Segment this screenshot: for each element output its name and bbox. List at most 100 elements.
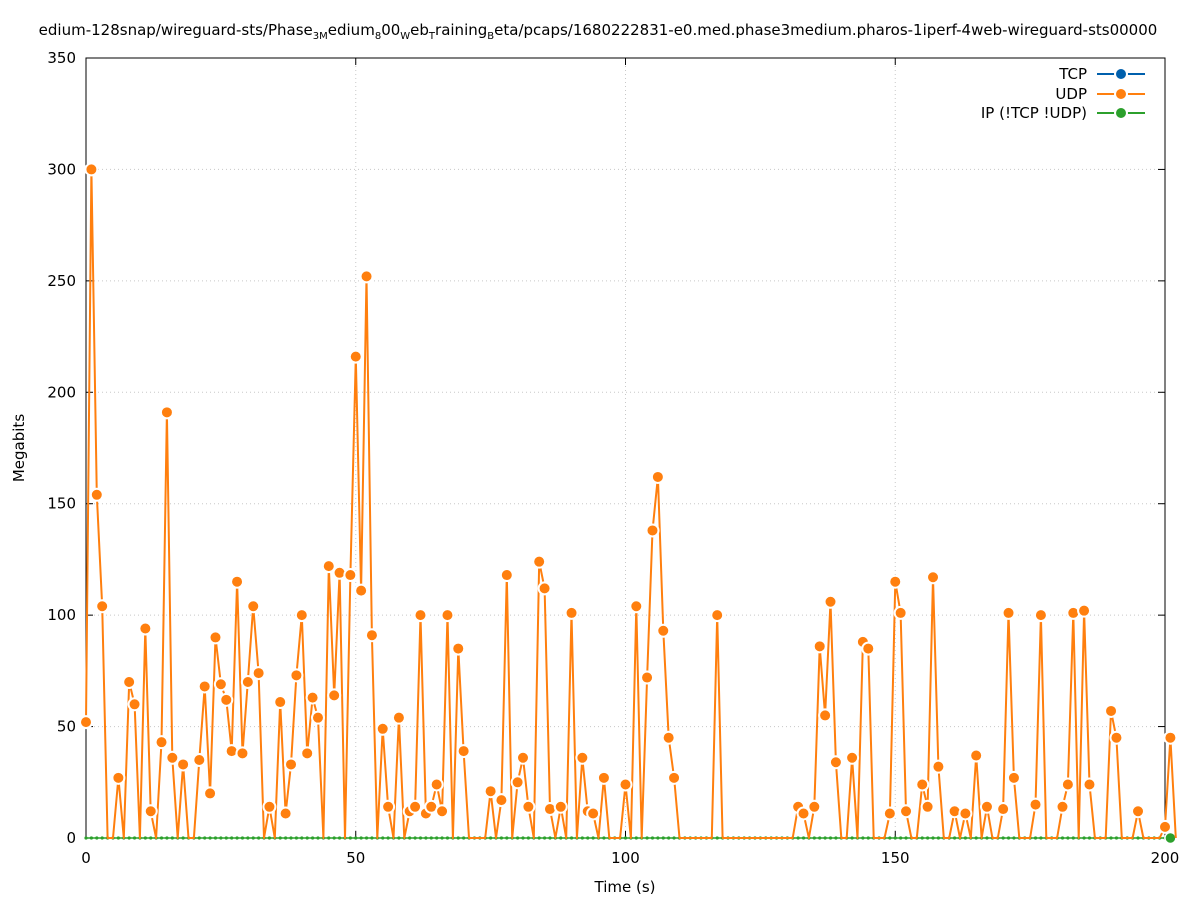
udp-point: [1082, 777, 1097, 792]
udp-series-line: [85, 168, 1177, 839]
ip-point: [348, 836, 352, 840]
ip-point: [170, 836, 174, 840]
ip-point: [828, 836, 833, 840]
x-axis-label: Time (s): [594, 878, 656, 896]
udp-point: [537, 581, 552, 596]
y-tick-label: 250: [47, 272, 76, 290]
ip-point: [1114, 836, 1119, 840]
ip-point-last: [1164, 831, 1177, 845]
title-part: W: [400, 31, 410, 42]
ip-point: [1012, 836, 1016, 840]
udp-point: [1033, 608, 1048, 623]
udp-point: [596, 770, 611, 785]
ip-point: [413, 836, 417, 840]
ip-point: [1082, 836, 1086, 840]
ip-point: [165, 836, 169, 840]
ip-point: [537, 836, 541, 840]
udp-point: [122, 675, 137, 689]
axis-ticks: 0 50 100 150 200 250 300 350 0 50 100 150 200: [47, 49, 1179, 867]
udp-point: [327, 688, 342, 703]
title-part: 00: [381, 21, 400, 39]
udp-point: [1131, 804, 1146, 819]
ip-point: [370, 836, 374, 840]
ip-point: [602, 836, 606, 840]
ip-point: [397, 836, 401, 840]
legend-label-2: IP (!TCP !UDP): [981, 104, 1087, 122]
ip-point: [1087, 836, 1092, 840]
udp-point: [273, 695, 288, 710]
ip-point: [899, 836, 903, 840]
udp-point: [278, 806, 293, 821]
ip-point: [715, 836, 719, 840]
udp-point: [246, 599, 261, 614]
ip-point: [974, 836, 978, 840]
udp-point: [203, 786, 218, 801]
udp-point: [1158, 819, 1172, 834]
udp-point: [111, 770, 126, 785]
ip-point: [224, 836, 228, 840]
title-part: T: [428, 31, 436, 42]
series-layer: [79, 162, 1178, 845]
ip-point: [801, 836, 806, 840]
ip-point: [1033, 836, 1038, 840]
udp-point: [818, 708, 833, 723]
udp-point: [553, 799, 568, 814]
ip-point: [931, 836, 935, 840]
ip-point: [257, 836, 261, 840]
title-part: edium: [328, 21, 375, 39]
ip-point: [952, 836, 957, 840]
ip-point: [1001, 836, 1005, 840]
udp-point: [138, 621, 153, 636]
udp-point: [629, 599, 644, 614]
ip-point: [440, 836, 444, 840]
udp-point: [1060, 777, 1075, 792]
ip-point: [310, 836, 315, 840]
udp-point: [95, 599, 110, 614]
title-part: eta/pcaps/1680222831-e0.med.phase3medium…: [494, 21, 1157, 39]
ip-point: [240, 836, 245, 840]
ip-point: [920, 836, 924, 840]
ip-point: [364, 836, 369, 840]
chart-title: edium-128snap/wireguard-sts/Phase3Medium…: [39, 21, 1158, 42]
ip-point: [462, 836, 466, 840]
udp-point: [84, 162, 99, 177]
title-part: eb: [410, 21, 429, 39]
ip-point: [327, 836, 331, 840]
legend-label-1: UDP: [1055, 85, 1087, 103]
udp-point: [1077, 603, 1092, 618]
udp-point: [89, 487, 104, 502]
ip-point: [866, 836, 870, 840]
ip-point: [904, 836, 908, 840]
ip-point: [650, 836, 655, 840]
x-tick-label: 150: [881, 849, 910, 867]
udp-point: [251, 666, 266, 681]
udp-point: [899, 804, 914, 819]
ip-point: [230, 836, 234, 840]
legend-marker-2: [1114, 106, 1128, 120]
ip-point: [834, 836, 838, 840]
udp-point: [381, 799, 396, 814]
title-part: 3M: [313, 31, 328, 42]
udp-point: [510, 775, 525, 790]
ip-point: [672, 836, 676, 840]
ip-point: [316, 836, 320, 840]
ip-point: [526, 836, 530, 840]
ip-point: [489, 836, 493, 840]
y-tick-label: 50: [57, 718, 76, 736]
udp-point: [1109, 730, 1124, 745]
udp-point: [235, 746, 250, 761]
ip-point: [1039, 836, 1043, 840]
udp-point: [812, 639, 827, 654]
title-part: edium-128snap/wireguard-sts/Phase: [39, 21, 313, 39]
ip-point: [127, 836, 131, 840]
udp-point: [1104, 703, 1119, 718]
udp-point: [807, 799, 822, 814]
udp-point: [645, 523, 660, 538]
ip-point: [84, 836, 88, 840]
ip-point: [219, 836, 223, 840]
udp-point: [1163, 730, 1178, 745]
y-axis-label: Megabits: [10, 414, 28, 482]
udp-point: [197, 679, 212, 694]
udp-point: [1006, 770, 1021, 785]
